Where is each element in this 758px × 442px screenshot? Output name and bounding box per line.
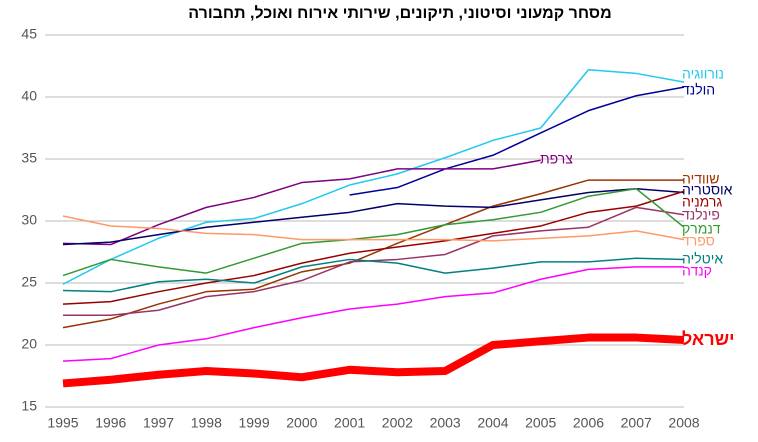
y-tick-label: 25 [21,274,37,290]
x-tick-label: 1995 [47,415,78,431]
series-line [62,188,685,246]
x-tick-label: 2002 [382,415,413,431]
y-tick-label: 40 [21,88,37,104]
chart-title: מסחר קמעוני וסיטוני, תיקונים, שירותי איר… [188,4,611,22]
x-tick-label: 2004 [477,415,508,431]
series-line [62,188,685,277]
x-tick-label: 1998 [191,415,222,431]
series-label: הולנד [682,82,715,98]
x-tick-label: 2001 [334,415,365,431]
y-tick-label: 15 [21,398,37,414]
series-label: גרמניה [682,194,722,210]
series-line [62,333,685,388]
series-line [62,68,685,285]
series-line [349,86,685,196]
series-line [62,257,685,293]
x-tick-label: 2008 [668,415,699,431]
y-tick-label: 45 [21,26,37,42]
series-label: ישראל [682,329,735,349]
x-tick-label: 1996 [95,415,126,431]
y-tick-label: 35 [21,150,37,166]
series-label: צרפת [540,151,573,167]
x-tick-label: 2000 [286,415,317,431]
series-label: איטליה [682,251,723,267]
x-tick-label: 2003 [430,415,461,431]
x-tick-label: 2006 [573,415,604,431]
series-label: דנמרק [682,221,721,237]
series-label: נורווגיה [682,66,724,82]
x-tick-label: 1999 [238,415,269,431]
series-line [62,190,685,305]
series-label: פינלנד [682,207,720,223]
series-line [62,266,684,362]
x-tick-label: 2005 [525,415,556,431]
y-tick-label: 20 [21,336,37,352]
x-tick-label: 1997 [143,415,174,431]
y-tick-label: 30 [21,212,37,228]
series-label: שוודיה [682,171,719,187]
series-line [62,215,685,242]
series-line [62,179,684,329]
series-line [62,159,541,246]
x-tick-label: 2007 [621,415,652,431]
series-label: ספרד [682,233,715,249]
series-label: אוסטריה [682,182,733,198]
series-label: קנדה [682,263,712,279]
